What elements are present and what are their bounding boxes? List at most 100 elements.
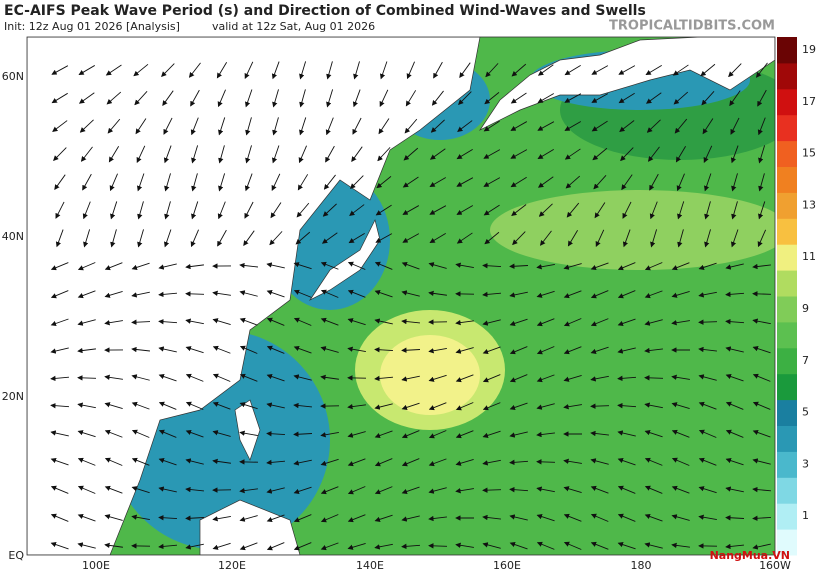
arrow: [218, 117, 226, 136]
colorbar-segment: [777, 347, 797, 375]
arrow: [752, 373, 771, 382]
lon-label: 140E: [356, 559, 384, 572]
arrow: [185, 515, 205, 521]
arrow: [131, 514, 150, 521]
arrow: [54, 174, 66, 191]
arrow: [617, 457, 636, 466]
arrow: [320, 261, 339, 270]
arrow: [617, 375, 637, 382]
arrow: [401, 347, 421, 353]
arrow: [110, 229, 117, 248]
arrow: [645, 92, 662, 104]
colorbar-segment: [777, 88, 797, 116]
arrow: [405, 90, 417, 107]
arrow: [566, 202, 580, 218]
arrow: [51, 65, 69, 75]
arrow: [458, 91, 472, 106]
arrow: [244, 61, 254, 79]
lon-label: 120E: [218, 559, 246, 572]
arrow: [137, 201, 144, 220]
arrow: [164, 201, 171, 220]
arrow: [348, 232, 365, 244]
arrow: [78, 65, 95, 76]
arrow: [293, 542, 312, 551]
arrow: [217, 89, 226, 108]
valid-time: valid at 12z Sat, Aug 01 2026: [212, 20, 375, 33]
arrow: [752, 543, 771, 550]
arrow: [212, 430, 231, 437]
arrow: [483, 120, 500, 132]
arrow: [536, 541, 555, 550]
arrow: [105, 64, 122, 76]
arrow: [218, 173, 226, 192]
arrow: [402, 205, 420, 215]
arrow: [131, 291, 150, 298]
arrow: [347, 346, 366, 353]
arrow: [299, 117, 307, 136]
arrow: [590, 318, 609, 327]
arrow: [752, 486, 772, 493]
arrow: [77, 457, 96, 466]
arrow: [431, 90, 444, 106]
arrow: [350, 175, 364, 190]
arrow: [456, 205, 474, 215]
arrow: [375, 233, 393, 243]
arrow: [50, 513, 69, 522]
arrow: [131, 457, 150, 466]
arrow: [406, 61, 415, 80]
arrow: [593, 175, 607, 190]
colorbar-label: 7: [802, 354, 809, 367]
arrow: [511, 63, 527, 77]
colorbar-label: 5: [802, 406, 809, 419]
arrow: [266, 459, 286, 466]
arrow: [347, 486, 366, 495]
arrow: [619, 120, 635, 133]
arrow: [483, 204, 500, 216]
arrow: [455, 488, 474, 494]
arrow: [536, 264, 555, 270]
arrow: [298, 145, 307, 164]
arrow: [563, 541, 582, 550]
arrow: [266, 373, 285, 382]
arrow: [104, 262, 123, 271]
arrow: [104, 457, 123, 466]
arrow: [297, 174, 309, 191]
arrow: [591, 93, 609, 103]
arrow: [725, 373, 744, 382]
arrow: [645, 65, 662, 76]
arrow: [158, 318, 178, 325]
arrow: [455, 374, 474, 383]
arrow: [347, 403, 366, 410]
arrow: [82, 201, 91, 220]
watermark: NangMua.VN: [710, 549, 790, 562]
arrow: [379, 89, 389, 107]
arrow: [401, 318, 420, 325]
arrow: [377, 147, 391, 162]
arrow: [269, 231, 283, 246]
arrow: [135, 118, 147, 135]
arrow: [536, 486, 555, 493]
arrow: [758, 201, 766, 220]
arrow: [509, 263, 529, 269]
arrow: [104, 514, 123, 521]
arrow: [509, 291, 528, 298]
arrow: [239, 290, 258, 297]
arrow: [293, 431, 313, 437]
arrow: [563, 486, 582, 493]
arrow: [752, 291, 772, 297]
arrow: [455, 542, 474, 548]
arrow: [590, 290, 609, 299]
arrow: [320, 317, 339, 326]
arrow: [644, 262, 663, 271]
arrow: [401, 375, 420, 382]
arrow: [295, 231, 311, 245]
arrow: [725, 458, 744, 466]
arrow: [646, 119, 661, 133]
arrow: [563, 346, 582, 355]
colorbar-label: 1: [802, 509, 809, 522]
arrow: [299, 61, 307, 80]
colorbar-segment: [777, 503, 797, 530]
arrow: [104, 320, 123, 326]
arrow: [537, 176, 554, 188]
arrow: [293, 262, 312, 270]
